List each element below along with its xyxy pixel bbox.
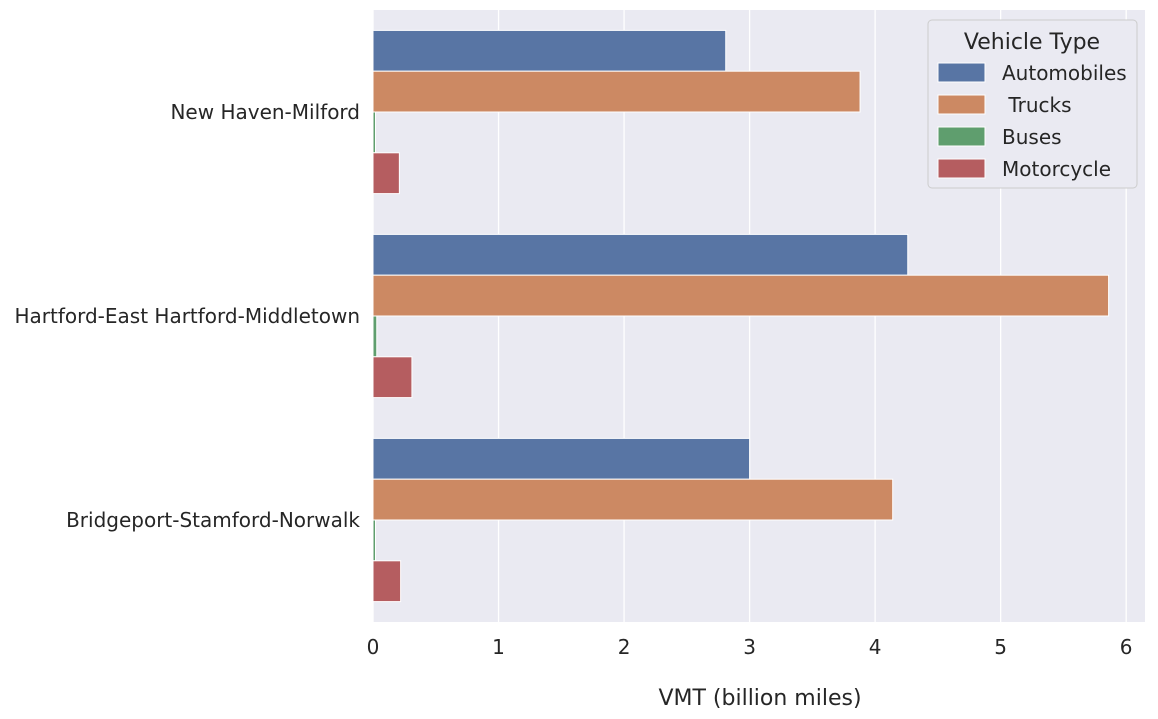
y-tick-label: New Haven-Milford — [170, 100, 360, 124]
legend-items: Automobiles Trucks Buses Motorcycle — [937, 61, 1127, 181]
bar-automobiles — [372, 29, 727, 72]
bar-motorcycle — [372, 356, 413, 399]
legend-swatch — [937, 62, 986, 83]
x-tick-labels: 0 1 2 3 4 5 6 — [367, 635, 1133, 659]
x-tick-label: 4 — [869, 635, 882, 659]
legend-swatch — [937, 126, 986, 147]
legend-label: Trucks — [1002, 93, 1072, 117]
bar-automobiles — [372, 437, 751, 480]
legend-swatch — [937, 94, 986, 115]
legend-label: Buses — [1002, 125, 1062, 149]
y-tick-labels: New Haven-Milford Hartford-East Hartford-… — [14, 100, 360, 532]
x-tick-label: 6 — [1120, 635, 1133, 659]
y-tick-label: Bridgeport-Stamford-Norwalk — [66, 508, 360, 532]
bar-automobiles — [372, 233, 909, 276]
bar-trucks — [372, 478, 894, 521]
x-tick-label: 2 — [618, 635, 631, 659]
x-tick-label: 0 — [367, 635, 380, 659]
bar-buses — [372, 315, 378, 358]
legend-title: Vehicle Type — [964, 30, 1100, 55]
bar-motorcycle — [372, 560, 402, 603]
y-tick-label: Hartford-East Hartford-Middletown — [14, 304, 360, 328]
bar-trucks — [372, 274, 1110, 317]
legend-label: Automobiles — [1002, 61, 1127, 85]
bars — [372, 29, 1110, 603]
legend: Vehicle Type Automobiles Trucks Buses Moto… — [927, 19, 1138, 189]
legend-swatch — [937, 158, 986, 179]
bar-trucks — [372, 70, 861, 113]
x-axis-title: VMT (billion miles) — [658, 686, 861, 711]
bar-buses — [372, 111, 377, 154]
legend-label: Motorcycle — [1002, 157, 1111, 181]
bar-buses — [372, 519, 377, 562]
x-tick-label: 5 — [994, 635, 1007, 659]
x-tick-label: 3 — [743, 635, 756, 659]
x-tick-label: 1 — [492, 635, 505, 659]
bar-motorcycle — [372, 152, 400, 195]
